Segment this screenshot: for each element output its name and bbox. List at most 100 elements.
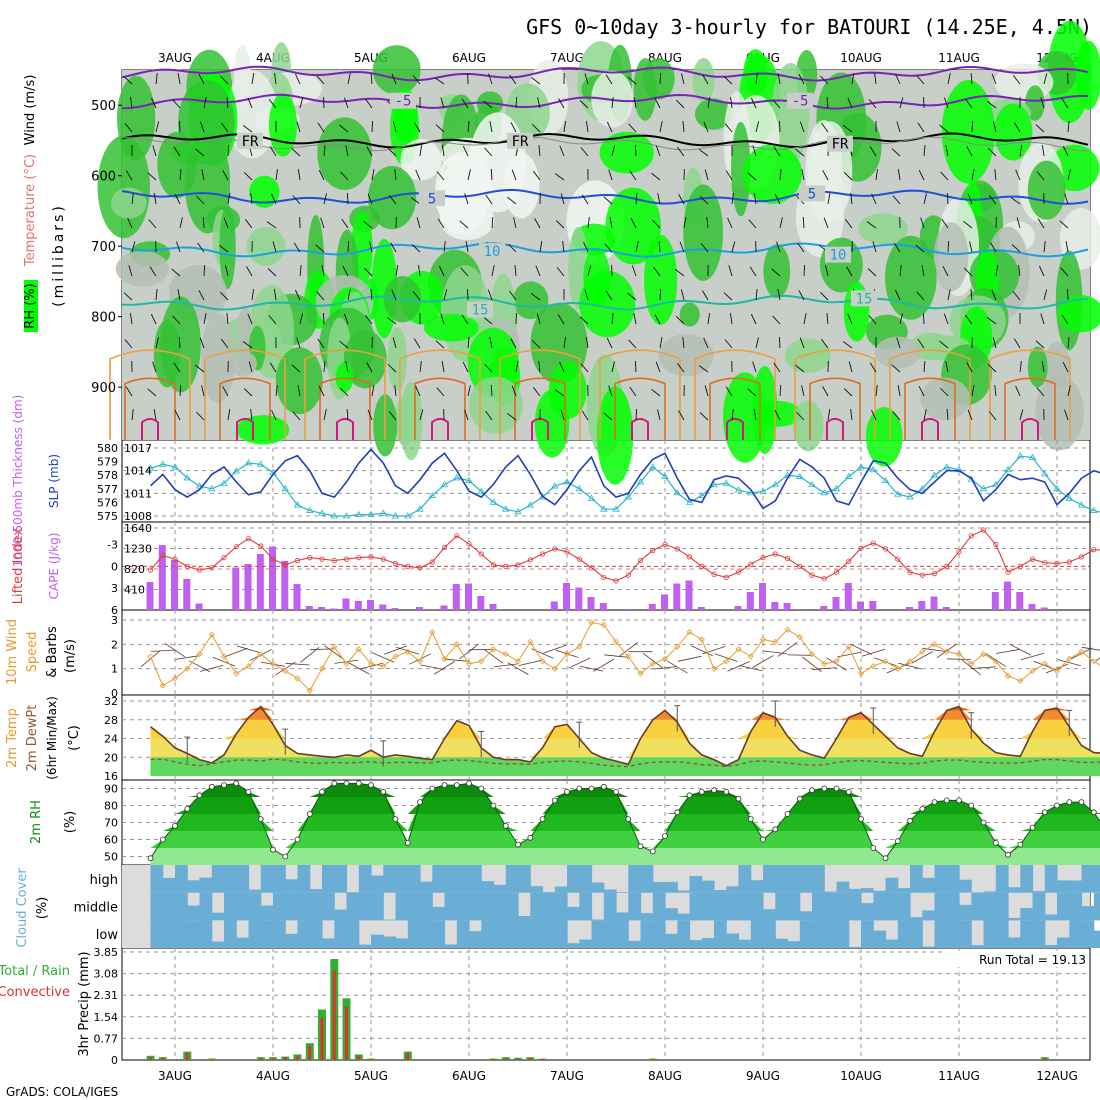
wind-barb xyxy=(172,315,181,325)
cloud-cell xyxy=(677,890,691,893)
thickness-marker xyxy=(502,505,510,512)
precip-convective-bar xyxy=(283,1057,287,1060)
lifted-index-marker xyxy=(650,547,656,554)
cloud-cell xyxy=(910,865,923,893)
rh-marker xyxy=(306,811,313,817)
wind-barb-10m xyxy=(861,648,885,657)
lifted-index-marker xyxy=(196,567,203,573)
wind-barb xyxy=(587,217,590,229)
cape-bar xyxy=(452,584,460,610)
wind-barb xyxy=(923,144,926,157)
run-total-text: Run Total = 19.13 xyxy=(979,953,1086,967)
wind-barb-10m xyxy=(164,643,186,658)
rh-shade xyxy=(763,244,791,299)
cape-bar xyxy=(624,609,632,610)
warm-contour xyxy=(304,349,386,440)
wind-barb xyxy=(242,125,253,133)
lifted-index-marker xyxy=(564,549,570,555)
wind-barb xyxy=(370,72,373,85)
rh-shade xyxy=(503,152,540,219)
cape-bar xyxy=(661,594,668,610)
cloud-cell xyxy=(248,889,262,893)
thickness-marker xyxy=(906,493,914,500)
wind-barb xyxy=(461,314,469,325)
temp2m-units: (°C) xyxy=(67,725,82,751)
wind-barb xyxy=(1011,244,1021,253)
wind-barb-10m xyxy=(1070,647,1093,660)
wind-barb xyxy=(275,169,278,181)
wind-barb xyxy=(247,97,253,109)
wind-barb xyxy=(462,361,469,373)
rh-tick: 90 xyxy=(104,783,118,796)
wind-barb xyxy=(847,313,853,325)
wind-barb xyxy=(628,123,637,133)
wind-speed-marker xyxy=(441,655,448,662)
wind-barb xyxy=(603,196,613,205)
wind-barb xyxy=(1015,385,1021,397)
wind-speed-marker xyxy=(392,653,399,660)
wind-barb-10m xyxy=(985,653,1007,667)
wind-barb xyxy=(345,361,349,373)
thickness-marker xyxy=(992,480,1000,488)
lifted-index-marker xyxy=(245,536,252,542)
wind-barb xyxy=(123,76,133,85)
wind-barb xyxy=(580,363,589,373)
rh-fill xyxy=(150,783,1100,797)
wind-barb xyxy=(749,266,757,277)
warm-contour xyxy=(319,377,371,440)
cloud-cell xyxy=(346,892,360,893)
precip-units: 3hr Precip (mm) xyxy=(77,951,92,1056)
wind-barb-10m xyxy=(653,666,677,670)
temp-tick: 28 xyxy=(104,714,118,727)
wind-barb xyxy=(897,169,901,181)
wind-barb xyxy=(799,337,805,349)
wind-barb xyxy=(533,170,541,181)
precip-tick: 1.54 xyxy=(94,1011,119,1024)
cape-bar xyxy=(991,592,999,610)
wind-barb xyxy=(629,386,637,397)
pressure-tick-label: 600 xyxy=(91,170,116,185)
wind-barb xyxy=(899,313,904,325)
wind-barb xyxy=(584,289,589,301)
rh2m-title: 2m RH xyxy=(29,800,44,844)
wind-barb xyxy=(268,99,277,109)
wind-barb xyxy=(467,336,470,349)
wind-barb xyxy=(242,341,253,349)
wind-barb xyxy=(657,193,661,205)
wind-barb xyxy=(131,409,134,421)
rh-shade xyxy=(317,117,372,190)
wind-barb xyxy=(365,98,373,109)
wind-barb xyxy=(803,264,806,277)
thickness-marker xyxy=(367,510,375,518)
wind-barb xyxy=(947,240,950,253)
lifted-index-marker xyxy=(233,544,239,550)
rh-marker xyxy=(404,840,411,846)
wind-barb xyxy=(345,145,349,157)
rh-marker xyxy=(760,836,766,843)
cloud-cell xyxy=(922,877,936,893)
wind-barb-10m xyxy=(483,648,504,664)
wind-barb xyxy=(437,218,445,229)
lifted-index-marker xyxy=(1054,560,1060,567)
wind-barb xyxy=(509,290,517,301)
rh-marker xyxy=(319,789,325,795)
wind-barb-10m xyxy=(372,652,395,663)
thickness-title: 1000-500mb Thickness (dm) xyxy=(11,395,25,568)
wind-barb xyxy=(581,194,589,205)
wind-barb xyxy=(633,97,637,109)
cloud-cell xyxy=(1093,930,1100,948)
wind-barb xyxy=(274,73,277,85)
lifted-index-marker xyxy=(772,551,778,557)
wind-speed-marker xyxy=(429,629,436,636)
lifted-index-marker xyxy=(307,554,313,561)
rh-shade xyxy=(579,270,636,338)
cloud-cell xyxy=(175,892,188,921)
wind-barb xyxy=(177,289,181,301)
rh-shade xyxy=(784,338,832,373)
contour-label-bg xyxy=(479,243,505,260)
rh-shade xyxy=(512,281,549,320)
wind-barb-10m xyxy=(568,657,591,669)
isotherm-line xyxy=(121,136,1089,152)
wind-speed-marker xyxy=(845,643,852,650)
rh-shade xyxy=(268,93,298,157)
